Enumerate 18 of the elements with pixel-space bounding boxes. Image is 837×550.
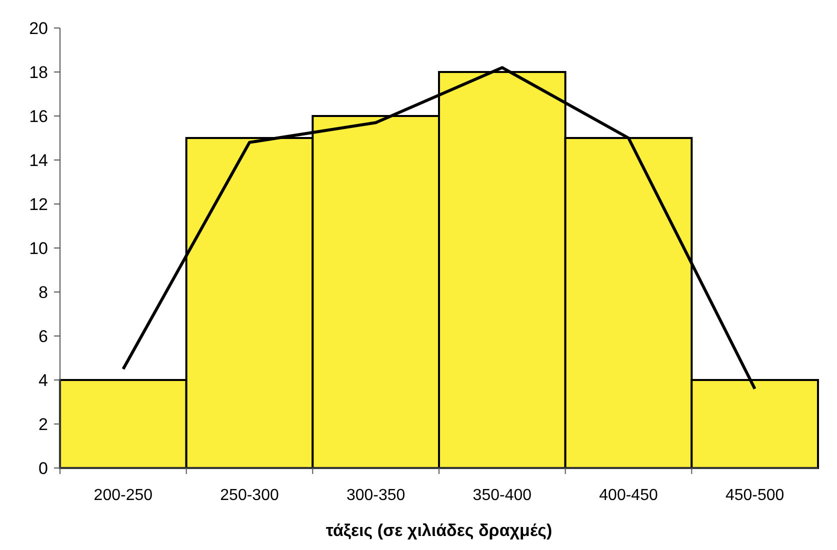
x-tick-label: 350-400 <box>472 487 532 504</box>
x-tick-label: 300-350 <box>346 487 406 504</box>
y-tick-label: 4 <box>38 370 48 390</box>
y-tick-label: 2 <box>38 414 48 434</box>
y-tick-label: 10 <box>29 238 48 258</box>
y-tick-label: 20 <box>29 18 48 38</box>
y-tick-label: 18 <box>29 62 48 82</box>
x-tick-label: 250-300 <box>220 487 279 504</box>
x-tick-label: 400-450 <box>599 487 658 504</box>
x-tick-label: 450-500 <box>725 487 784 504</box>
y-tick-label: 0 <box>38 458 48 478</box>
y-tick-label: 8 <box>38 282 48 302</box>
x-tick-label: 200-250 <box>94 487 153 504</box>
y-tick-label: 16 <box>29 106 48 126</box>
y-tick-label: 6 <box>38 326 48 346</box>
x-axis-title: τάξεις (σε χιλιάδες δραχμές) <box>326 521 552 540</box>
y-tick-label: 14 <box>29 150 48 170</box>
y-tick-label: 12 <box>29 194 48 214</box>
